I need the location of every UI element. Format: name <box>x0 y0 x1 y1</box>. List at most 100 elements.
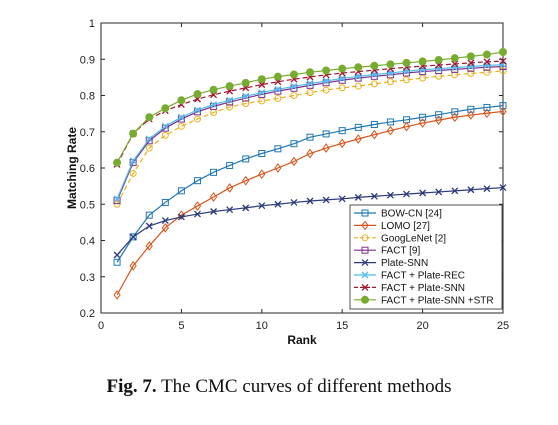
data-point <box>499 48 507 56</box>
data-point <box>434 55 443 64</box>
data-point <box>210 208 218 215</box>
data-point <box>370 192 378 200</box>
data-point <box>226 161 234 169</box>
data-point <box>338 138 346 149</box>
data-point <box>129 157 137 165</box>
data-point <box>403 69 411 77</box>
data-point <box>451 112 459 123</box>
legend-entry: FACT + Plate-SNN +STR <box>354 295 494 306</box>
data-point <box>113 195 121 203</box>
data-point <box>370 72 378 80</box>
data-point <box>354 193 362 201</box>
data-point <box>226 103 234 111</box>
series-layer <box>113 48 507 300</box>
data-point <box>274 145 282 153</box>
data-point <box>177 113 185 121</box>
data-point <box>322 77 330 85</box>
data-point <box>402 58 411 67</box>
data-point <box>403 76 411 84</box>
caption-label: Fig. 7. <box>106 376 157 397</box>
data-point <box>210 102 218 110</box>
data-point <box>241 78 250 87</box>
data-point <box>306 148 314 159</box>
legend: BOW-CN [24]LOMO [27]GoogLeNet [2] FACT [9… <box>349 204 503 310</box>
data-point <box>193 90 202 99</box>
legend-entry: Plate-SNN <box>354 258 428 269</box>
data-point <box>322 130 330 138</box>
data-point <box>274 87 282 95</box>
data-point <box>242 92 250 100</box>
y-axis-label: Matching Rate <box>65 127 79 209</box>
data-point <box>258 97 266 105</box>
data-point <box>466 52 475 61</box>
data-point <box>467 186 475 194</box>
data-point <box>418 57 427 66</box>
x-tick-label: 20 <box>416 320 428 332</box>
data-point <box>386 60 395 69</box>
data-point <box>274 200 282 208</box>
data-point <box>435 188 443 196</box>
legend-entry: FACT + Plate-REC <box>354 271 465 282</box>
data-point <box>499 106 507 117</box>
series-line <box>116 105 504 263</box>
data-point <box>451 71 459 79</box>
y-tick-label: 0.2 <box>80 308 95 320</box>
data-point <box>386 78 394 86</box>
data-point <box>450 54 459 63</box>
data-point <box>306 80 314 87</box>
data-point <box>451 108 459 116</box>
data-point <box>210 168 218 176</box>
data-point <box>322 79 330 87</box>
data-point <box>354 74 362 82</box>
data-point <box>177 213 185 221</box>
data-point <box>193 115 201 123</box>
y-tick-label: 0.3 <box>80 272 95 284</box>
series-4 <box>113 63 507 205</box>
data-point <box>386 71 394 79</box>
data-point <box>177 210 186 220</box>
data-point <box>290 92 298 99</box>
y-tick-label: 0.7 <box>80 127 95 139</box>
data-point <box>322 66 331 75</box>
legend-entry: FACT [9] <box>354 246 420 257</box>
data-point <box>258 150 266 157</box>
data-point <box>499 63 507 70</box>
data-point <box>419 68 427 76</box>
data-point <box>370 80 378 88</box>
data-point <box>113 290 121 300</box>
data-point <box>274 94 282 102</box>
data-point <box>194 106 201 114</box>
data-point <box>145 222 153 230</box>
data-point <box>338 84 346 92</box>
data-point <box>451 60 459 68</box>
data-point <box>242 99 250 107</box>
data-point <box>338 127 346 135</box>
data-point <box>290 82 298 90</box>
legend-label: FACT + Plate-SNN <box>381 283 465 294</box>
data-point <box>467 105 475 113</box>
x-tick-label: 15 <box>336 320 348 332</box>
data-point <box>338 75 346 82</box>
data-point <box>177 187 185 195</box>
data-point <box>226 98 234 106</box>
data-point <box>290 156 298 167</box>
series-6 <box>113 61 507 203</box>
y-tick-label: 0.8 <box>80 91 95 103</box>
data-point <box>225 82 234 91</box>
data-point <box>242 175 250 186</box>
data-point <box>306 133 314 141</box>
data-point <box>322 196 330 204</box>
data-point <box>145 113 154 122</box>
data-point <box>129 169 137 177</box>
data-point <box>290 198 298 206</box>
legend-marker <box>361 283 369 291</box>
data-point <box>161 217 169 225</box>
data-point <box>403 190 410 198</box>
legend-marker <box>361 234 369 242</box>
data-point <box>451 65 459 73</box>
data-point <box>435 111 443 119</box>
data-point <box>499 102 507 110</box>
legend-marker <box>361 259 369 267</box>
y-tick-label: 0.9 <box>80 54 95 66</box>
